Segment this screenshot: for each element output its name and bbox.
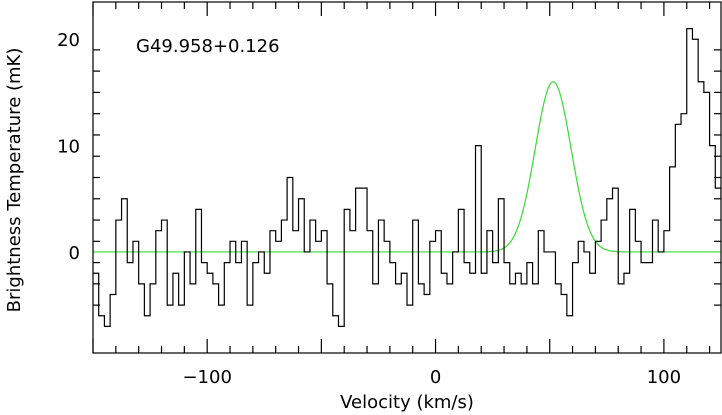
- spectrum-histogram-line: [93, 27, 721, 328]
- x-tick-label: −100: [182, 367, 231, 388]
- x-axis-label: Velocity (km/s): [340, 392, 474, 413]
- axis-ticks: [92, 2, 721, 353]
- gaussian-fit-line: [93, 81, 721, 253]
- y-axis-label: Brightness Temperature (mK): [4, 48, 25, 313]
- y-tick-label: 20: [57, 30, 80, 51]
- plot-area: [93, 27, 721, 328]
- y-tick-label: 10: [57, 137, 80, 158]
- x-tick-label: 100: [647, 367, 681, 388]
- y-tick-label: 0: [69, 243, 80, 264]
- axis-tick-labels: −100 0 100 0 10 20: [57, 30, 681, 388]
- x-tick-label: 0: [430, 367, 441, 388]
- source-name-annotation: G49.958+0.126: [136, 36, 280, 57]
